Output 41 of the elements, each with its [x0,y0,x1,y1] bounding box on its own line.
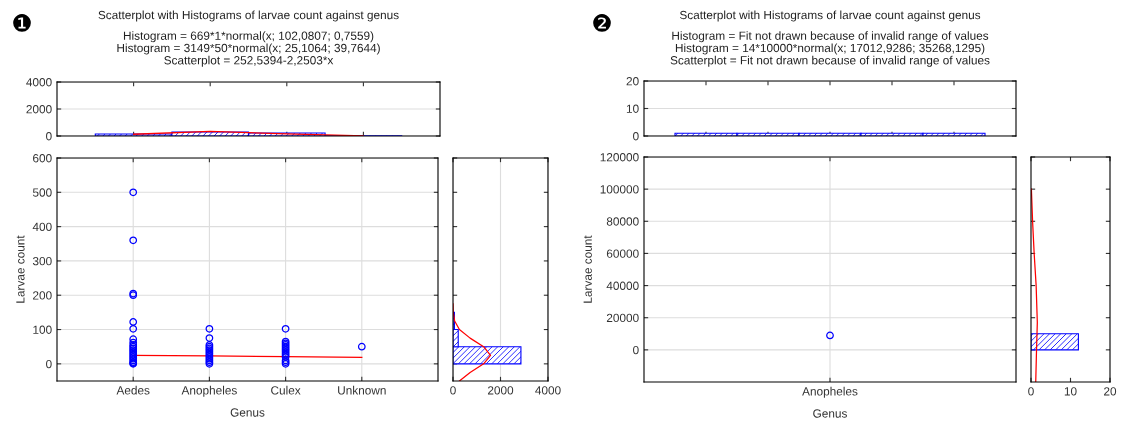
x-tick-label: 4000 [535,386,561,395]
x-tick-label: Anopheles [802,386,858,398]
y-tick-label: 500 [32,188,52,197]
x-tick-label: 20 [1104,387,1117,396]
x-tick-label: 10 [1064,387,1077,396]
y-tick-label: 100 [33,325,52,334]
chart-subtitle: Histogram = Fit not drawn because of invalid range of values Histogram = 14*10000*normal(x; 17012,9286; 35268,1295) Scatterplot = Fit not drawn because of invalid range of values [670,31,990,67]
y-tick-label: 400 [32,222,52,232]
chart-title: Scatterplot with Histograms of larvae count against genus [98,10,399,22]
y-tick-label: 120000 [600,153,639,162]
y-tick-label: 20000 [606,313,639,323]
x-tick-label: 0 [450,386,456,395]
y-tick-label: 40000 [606,281,639,290]
y-tick-label: 0 [633,132,639,141]
chart-subtitle: Histogram = 669*1*normal(x; 102,0807; 0,7559) Histogram = 3149*50*normal(x; 25,1064; 39,7644) Scatterplot = 252,5394-2,2503*x [117,31,380,67]
x-tick-label: Aedes [116,385,150,395]
x-tick-label: 0 [1028,387,1034,396]
y-tick-label: 100000 [600,185,639,194]
text: ❷ [593,14,611,32]
y-tick-label: 4000 [26,78,52,87]
y-axis-title: Larvae count [583,235,592,303]
y-tick-label: 10 [626,104,639,113]
y-tick-label: 600 [33,154,52,163]
x-axis-title: Genus [813,409,847,418]
x-tick-label: Unknown [338,385,386,395]
y-tick-label: 300 [32,256,52,266]
y-tick-label: 0 [46,359,52,369]
y-tick-label: 0 [46,132,52,141]
y-tick-label: 20 [626,77,639,86]
text: ❶ [13,14,31,32]
y-tick-label: 0 [633,345,639,355]
x-tick-label: 2000 [487,386,514,395]
x-axis-title: Genus [230,408,265,417]
chart-title: Scatterplot with Histograms of larvae count against genus [679,10,981,22]
x-tick-label: Culex [271,385,301,395]
y-tick-label: 2000 [26,105,52,114]
y-axis-title: Larvae count [16,235,25,303]
x-tick-label: Anopheles [181,385,237,397]
y-tick-label: 80000 [606,217,639,226]
y-tick-label: 200 [33,291,52,300]
y-tick-label: 60000 [606,249,639,258]
